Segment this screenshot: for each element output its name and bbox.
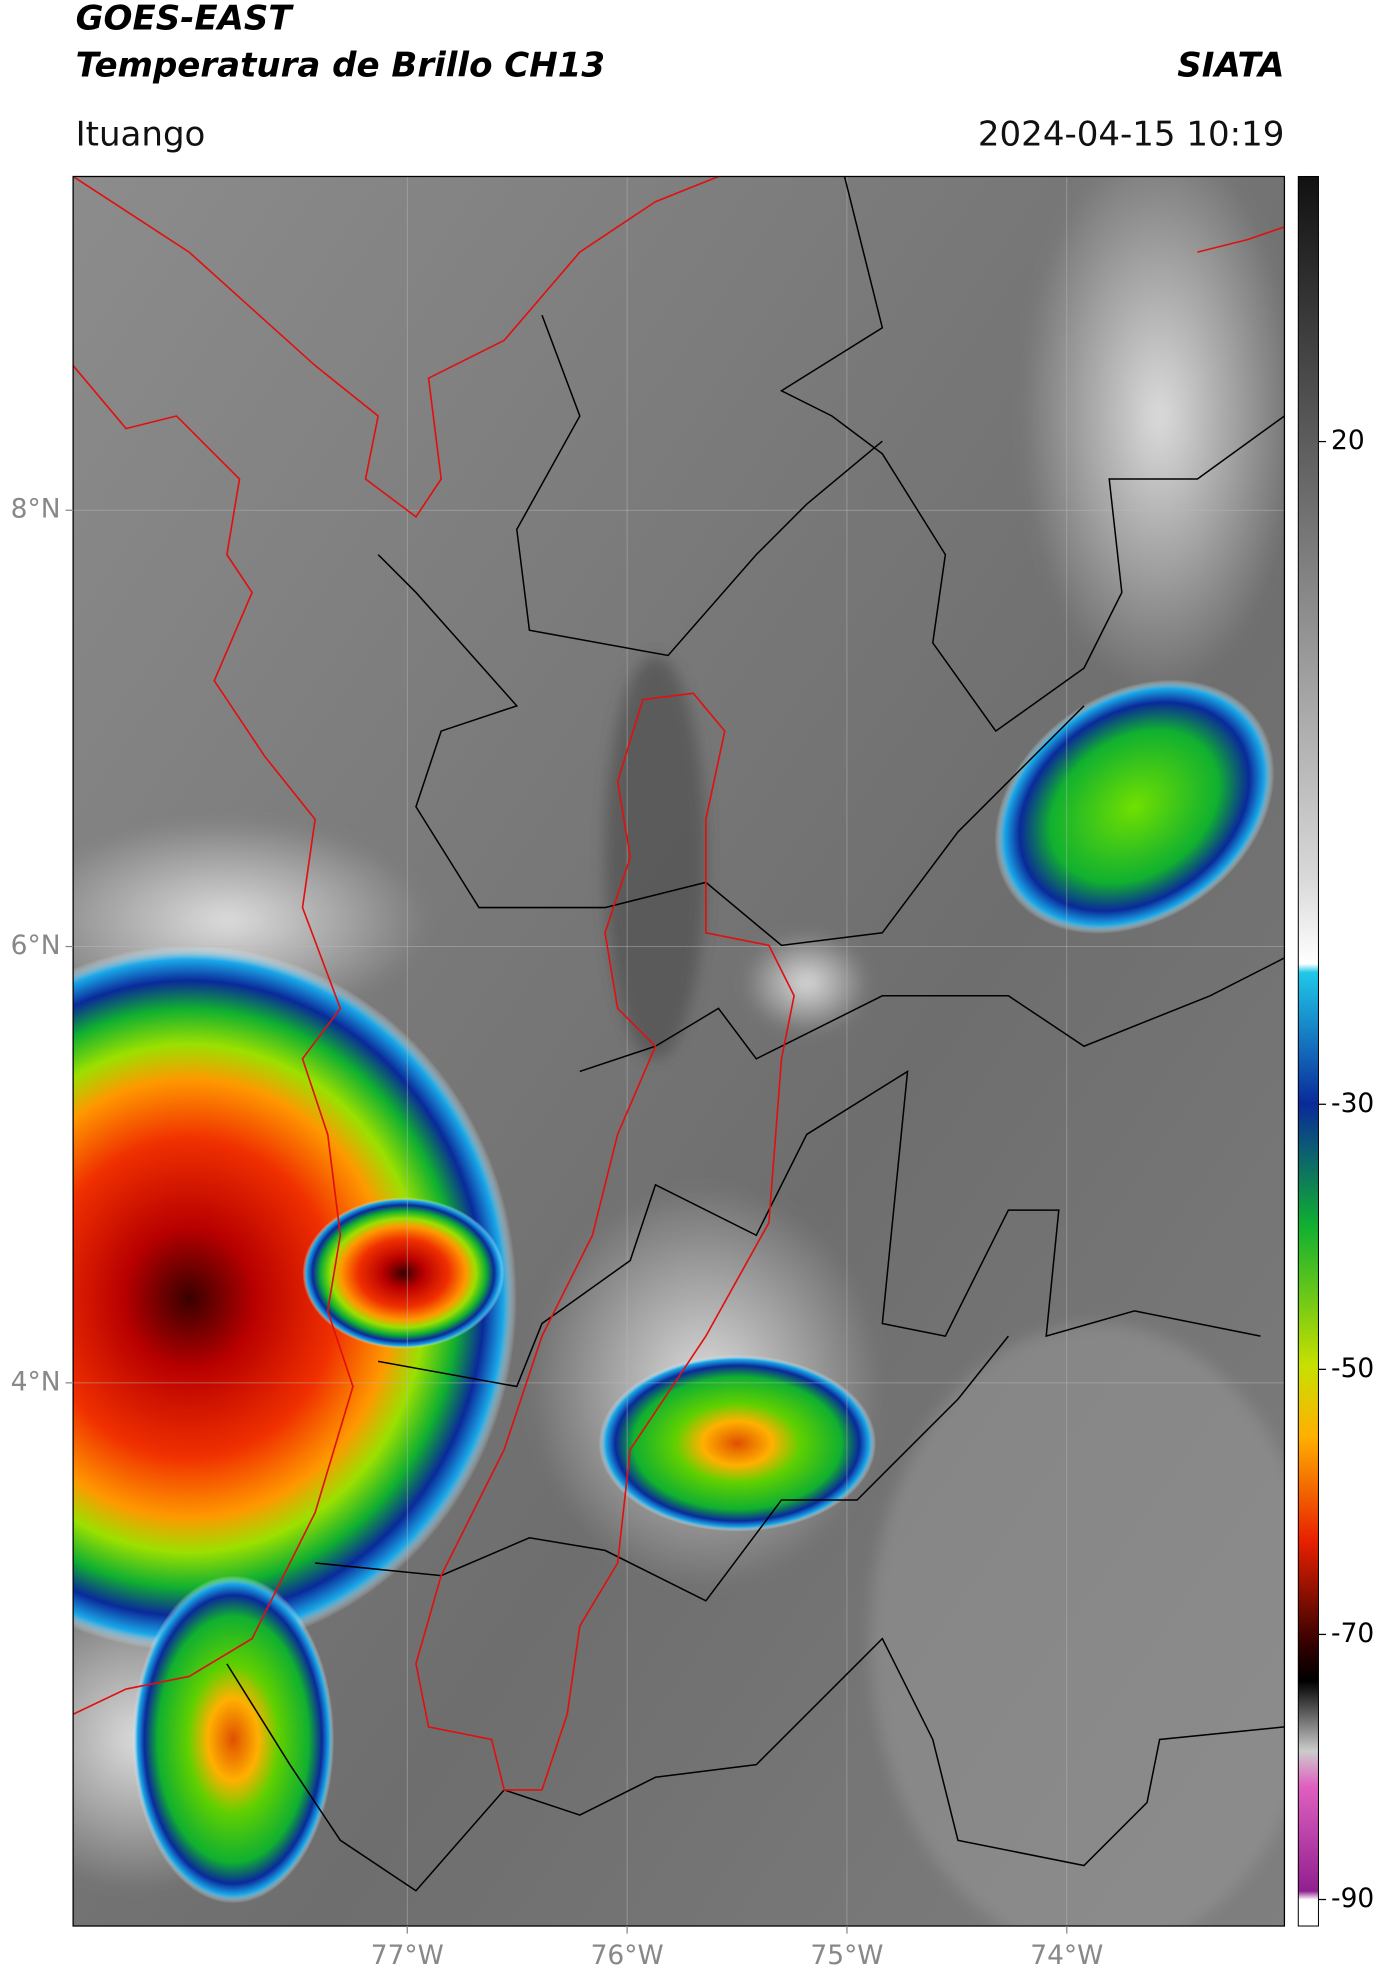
title: GOES-EAST [76, 0, 295, 39]
x-tick-label: 76°W [591, 1940, 664, 1971]
subtitle: Temperatura de Brillo CH13 [76, 45, 605, 85]
y-tick-label: 6°N [11, 930, 61, 961]
y-tick-label: 4°N [11, 1366, 61, 1397]
x-tick-label: 74°W [1030, 1940, 1103, 1971]
colorbar-tick-label: -50 [1331, 1353, 1374, 1384]
location: Ituango [76, 115, 206, 155]
colorbar [1297, 175, 1319, 1927]
x-tick-label: 75°W [810, 1940, 883, 1971]
colorbar-tick-label: -30 [1331, 1088, 1374, 1119]
y-tick-label: 8°N [11, 494, 61, 525]
brand: SIATA [1177, 45, 1284, 85]
map-imagery [73, 176, 1285, 1927]
colorbar-tick-label: -90 [1331, 1883, 1374, 1914]
datetime: 2024-04-15 10:19 [978, 115, 1285, 155]
boundaries [73, 176, 1285, 1892]
map-frame [72, 175, 1286, 1927]
x-tick-label: 77°W [371, 1940, 444, 1971]
graticule [73, 176, 1285, 1927]
colorbar-tick-label: 20 [1331, 425, 1365, 456]
colorbar-tick-label: -70 [1331, 1618, 1374, 1649]
